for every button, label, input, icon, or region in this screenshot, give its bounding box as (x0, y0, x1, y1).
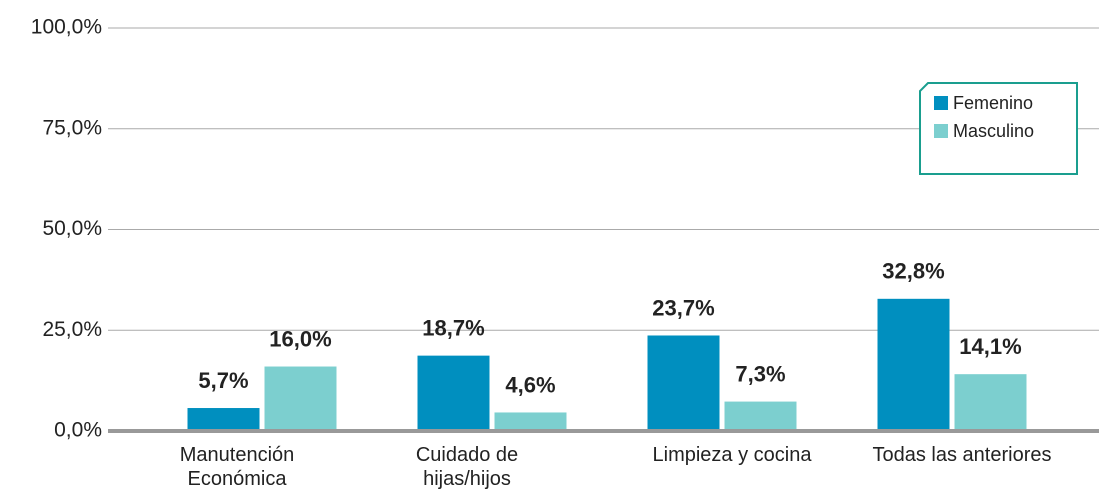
data-label: 23,7% (652, 295, 714, 320)
x-tick-label: Todas las anteriores (872, 444, 1052, 466)
data-label: 5,7% (198, 368, 248, 393)
bar (724, 401, 797, 431)
data-label: 7,3% (735, 361, 785, 386)
y-tick-label: 50,0% (42, 217, 102, 240)
bar (647, 335, 720, 431)
bar (264, 366, 337, 431)
legend-swatch (934, 96, 948, 110)
x-tick-label: Manutención Económica (179, 444, 295, 490)
bar (954, 374, 1027, 431)
bar (877, 298, 950, 431)
y-tick-label: 0,0% (54, 419, 102, 442)
x-tick-label: Cuidado de hijas/hijos (415, 444, 519, 490)
y-tick-label: 75,0% (42, 116, 102, 139)
data-label: 4,6% (505, 372, 555, 397)
bar (494, 412, 567, 431)
legend-swatch (934, 124, 948, 138)
y-tick-label: 100,0% (31, 16, 102, 39)
x-tick-label: Limpieza y cocina (652, 444, 812, 466)
bar (187, 408, 260, 431)
data-label: 14,1% (959, 334, 1021, 359)
bar (417, 355, 490, 431)
data-label: 16,0% (269, 326, 331, 351)
legend-label: Femenino (953, 93, 1033, 113)
legend-box (919, 82, 1078, 175)
y-tick-label: 25,0% (42, 318, 102, 341)
data-label: 18,7% (422, 315, 484, 340)
legend-label: Masculino (953, 121, 1034, 141)
data-label: 32,8% (882, 259, 944, 284)
